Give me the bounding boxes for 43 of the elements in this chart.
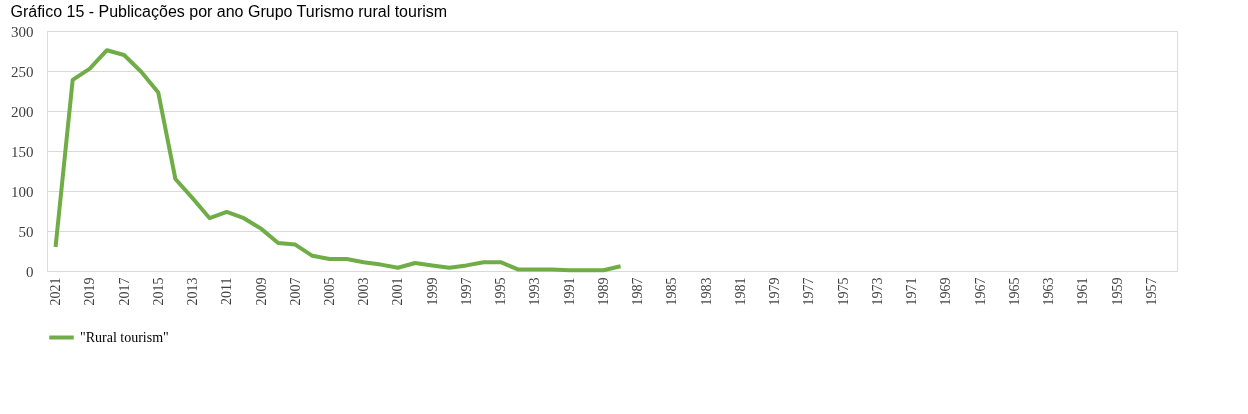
- x-tick-label: 1979: [767, 277, 783, 306]
- x-tick-label: 2005: [322, 277, 337, 306]
- y-tick-label: 100: [11, 183, 34, 200]
- x-tick-label: 1961: [1075, 277, 1091, 306]
- x-tick-label: 1987: [630, 277, 646, 306]
- x-tick-label: 1993: [527, 277, 543, 306]
- x-tick-label: 2019: [82, 277, 98, 306]
- x-tick-label: 1985: [664, 277, 680, 306]
- y-tick-label: 250: [11, 63, 34, 80]
- y-tick-label: 0: [26, 263, 34, 280]
- x-tick-label: 2001: [390, 277, 406, 306]
- y-tick-label: 150: [11, 143, 34, 160]
- y-tick-label: 200: [11, 103, 34, 120]
- y-tick-label: 300: [11, 23, 34, 40]
- x-tick-label: 1959: [1109, 277, 1125, 306]
- x-tick-label: 1983: [698, 277, 714, 306]
- legend-label: "Rural tourism": [80, 329, 169, 345]
- x-tick-label: 1967: [972, 277, 988, 306]
- x-tick-label: 1991: [561, 277, 577, 306]
- x-tick-label: 1995: [493, 277, 509, 306]
- x-tick-label: 1973: [869, 277, 885, 306]
- x-tick-label: 1989: [595, 277, 611, 306]
- x-tick-label: 2015: [150, 277, 166, 306]
- x-tick-label: 1999: [424, 277, 440, 306]
- x-tick-label: 2013: [185, 277, 201, 306]
- x-tick-label: 2003: [356, 277, 372, 306]
- x-tick-label: 1969: [938, 277, 954, 306]
- x-tick-label: 2017: [116, 277, 132, 306]
- x-tick-label: 1997: [458, 277, 474, 306]
- x-tick-label: 1975: [835, 277, 851, 306]
- x-tick-label: 1963: [1041, 277, 1057, 306]
- x-tick-label: 1965: [1006, 277, 1022, 306]
- x-tick-label: 2011: [219, 277, 235, 305]
- chart-title: Gráfico 15 - Publicações por ano Grupo Turismo rural tourism: [10, 3, 448, 20]
- x-tick-label: 2021: [48, 277, 64, 306]
- x-tick-label: 1971: [904, 277, 920, 306]
- x-tick-label: 2007: [287, 277, 303, 306]
- x-tick-label: 1957: [1143, 277, 1159, 306]
- y-tick-label: 50: [18, 223, 34, 240]
- x-tick-label: 1981: [732, 277, 748, 306]
- x-tick-label: 1977: [801, 277, 817, 306]
- line-series: [53, 48, 623, 273]
- x-tick-label: 2009: [253, 277, 269, 306]
